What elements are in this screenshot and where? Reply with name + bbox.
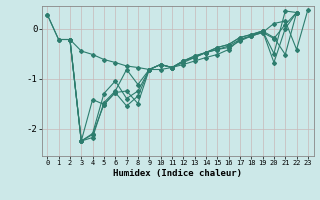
X-axis label: Humidex (Indice chaleur): Humidex (Indice chaleur) — [113, 169, 242, 178]
